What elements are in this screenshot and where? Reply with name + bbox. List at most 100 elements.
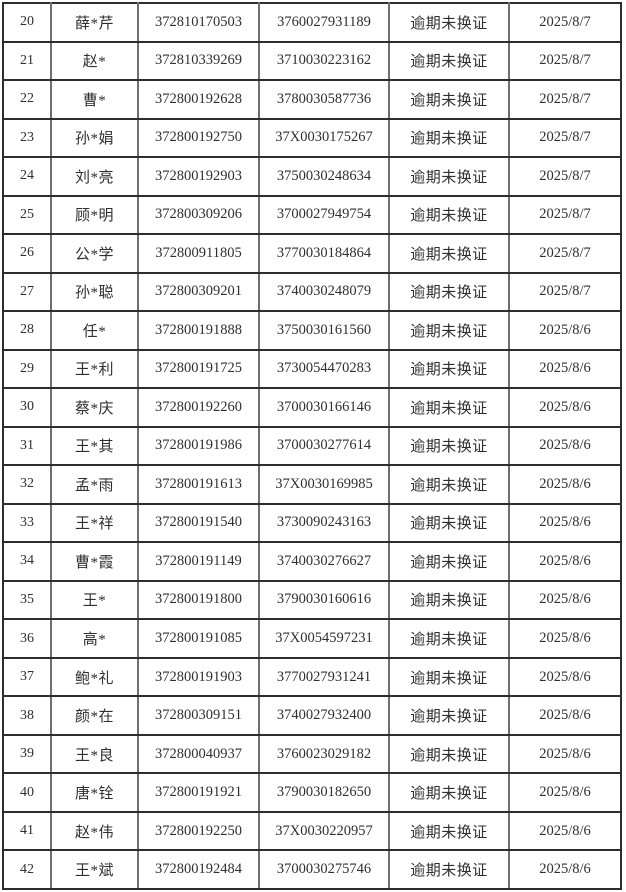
table-row: 41 赵*伟 372800192250 37X0030220957 逾期未换证 2025/… (2, 810, 622, 852)
cell-status: 逾期未换证 (388, 810, 510, 852)
cell-status: 逾期未换证 (388, 117, 510, 159)
table-row: 39 王*良 372800040937 3760023029182 逾期未换证 2025/… (2, 733, 622, 775)
table-row: 34 曹*霞 372800191149 3740030276627 逾期未换证 2025/… (2, 541, 622, 582)
cell-cert-no: 372800191540 (137, 502, 260, 544)
cell-date: 2025/8/6 (508, 502, 622, 544)
table-row: 20 薛*芹 372810170503 3760027931189 逾期未换证 2025/… (2, 2, 622, 43)
cell-cert-no: 372800309206 (137, 194, 260, 236)
cell-date: 2025/8/6 (508, 387, 622, 428)
cell-id-no: 3770027931241 (258, 656, 390, 698)
cell-name: 蔡*庆 (50, 387, 139, 428)
cell-status: 逾期未换证 (388, 849, 510, 890)
cell-id-no: 3790030182650 (258, 772, 390, 813)
cell-cert-no: 372800191613 (137, 464, 260, 505)
cell-id-no: 3760027931189 (258, 2, 390, 43)
cell-cert-no: 372800191888 (137, 310, 260, 351)
cell-date: 2025/8/6 (508, 810, 622, 852)
cell-name: 高* (50, 618, 139, 659)
cell-name: 王*良 (50, 733, 139, 775)
cell-id-no: 3700027949754 (258, 194, 390, 236)
cell-status: 逾期未换证 (388, 579, 510, 621)
cell-date: 2025/8/6 (508, 579, 622, 621)
cell-id-no: 3700030166146 (258, 387, 390, 428)
cell-cert-no: 372800191800 (137, 579, 260, 621)
cell-date: 2025/8/6 (508, 733, 622, 775)
cell-name: 王*利 (50, 348, 139, 390)
cell-index: 36 (2, 618, 52, 659)
cell-name: 王*其 (50, 425, 139, 467)
cell-cert-no: 372800040937 (137, 733, 260, 775)
cell-status: 逾期未换证 (388, 2, 510, 43)
cell-status: 逾期未换证 (388, 772, 510, 813)
cell-id-no: 3790030160616 (258, 579, 390, 621)
table-row: 31 王*其 372800191986 3700030277614 逾期未换证 2025/… (2, 425, 622, 467)
cell-cert-no: 372800309201 (137, 271, 260, 313)
cell-cert-no: 372810339269 (137, 40, 260, 82)
cell-name: 公*学 (50, 233, 139, 274)
cell-index: 24 (2, 156, 52, 197)
cell-name: 颜*在 (50, 695, 139, 736)
cell-index: 30 (2, 387, 52, 428)
cell-index: 23 (2, 117, 52, 159)
cell-index: 33 (2, 502, 52, 544)
cell-date: 2025/8/7 (508, 194, 622, 236)
cell-status: 逾期未换证 (388, 233, 510, 274)
table-row: 24 刘*亮 372800192903 3750030248634 逾期未换证 2025/… (2, 156, 622, 197)
cell-index: 41 (2, 810, 52, 852)
cell-status: 逾期未换证 (388, 194, 510, 236)
cell-status: 逾期未换证 (388, 733, 510, 775)
cell-status: 逾期未换证 (388, 618, 510, 659)
cell-id-no: 3740027932400 (258, 695, 390, 736)
cell-id-no: 37X0030169985 (258, 464, 390, 505)
cell-name: 王*斌 (50, 849, 139, 890)
cell-cert-no: 372800309151 (137, 695, 260, 736)
cell-name: 王* (50, 579, 139, 621)
table-row: 29 王*利 372800191725 3730054470283 逾期未换证 2025/… (2, 348, 622, 390)
cell-status: 逾期未换证 (388, 348, 510, 390)
cell-name: 孟*雨 (50, 464, 139, 505)
cell-status: 逾期未换证 (388, 695, 510, 736)
cell-id-no: 3700030275746 (258, 849, 390, 890)
cell-date: 2025/8/6 (508, 772, 622, 813)
cell-cert-no: 372800192250 (137, 810, 260, 852)
cell-date: 2025/8/6 (508, 425, 622, 467)
cell-index: 38 (2, 695, 52, 736)
cell-date: 2025/8/6 (508, 464, 622, 505)
cell-date: 2025/8/7 (508, 117, 622, 159)
cell-date: 2025/8/6 (508, 310, 622, 351)
cell-date: 2025/8/7 (508, 156, 622, 197)
cell-date: 2025/8/7 (508, 233, 622, 274)
cell-status: 逾期未换证 (388, 502, 510, 544)
cell-date: 2025/8/6 (508, 541, 622, 582)
cell-id-no: 3700030277614 (258, 425, 390, 467)
cell-name: 孙*娟 (50, 117, 139, 159)
cell-name: 曹* (50, 79, 139, 120)
table-row: 38 颜*在 372800309151 3740027932400 逾期未换证 2025/… (2, 695, 622, 736)
table-row: 22 曹* 372800192628 3780030587736 逾期未换证 2025/8… (2, 79, 622, 120)
cell-date: 2025/8/6 (508, 849, 622, 890)
cell-cert-no: 372800192484 (137, 849, 260, 890)
cell-cert-no: 372800191085 (137, 618, 260, 659)
table-row: 36 高* 372800191085 37X0054597231 逾期未换证 2025/8… (2, 618, 622, 659)
cell-index: 26 (2, 233, 52, 274)
table-row: 37 鲍*礼 372800191903 3770027931241 逾期未换证 2025/… (2, 656, 622, 698)
table-row: 26 公*学 372800911805 3770030184864 逾期未换证 2025/… (2, 233, 622, 274)
cell-id-no: 3740030248079 (258, 271, 390, 313)
cell-id-no: 3740030276627 (258, 541, 390, 582)
cell-index: 29 (2, 348, 52, 390)
cell-index: 40 (2, 772, 52, 813)
cell-id-no: 3770030184864 (258, 233, 390, 274)
cell-name: 刘*亮 (50, 156, 139, 197)
cell-status: 逾期未换证 (388, 425, 510, 467)
cell-index: 35 (2, 579, 52, 621)
cell-date: 2025/8/6 (508, 695, 622, 736)
cell-date: 2025/8/6 (508, 348, 622, 390)
cell-status: 逾期未换证 (388, 271, 510, 313)
cell-date: 2025/8/6 (508, 656, 622, 698)
table-row: 32 孟*雨 372800191613 37X0030169985 逾期未换证 2025/… (2, 464, 622, 505)
cell-cert-no: 372800192260 (137, 387, 260, 428)
table-row: 35 王* 372800191800 3790030160616 逾期未换证 2025/8… (2, 579, 622, 621)
cell-cert-no: 372810170503 (137, 2, 260, 43)
cell-date: 2025/8/6 (508, 618, 622, 659)
cell-date: 2025/8/7 (508, 2, 622, 43)
